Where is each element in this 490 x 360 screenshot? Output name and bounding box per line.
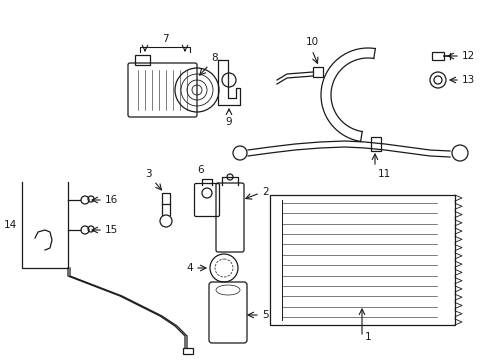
Text: 9: 9 [226, 117, 232, 127]
Text: 13: 13 [462, 75, 475, 85]
Text: 11: 11 [378, 169, 391, 179]
Text: 2: 2 [262, 187, 269, 197]
Bar [432, 52, 444, 60]
Text: 1: 1 [365, 332, 371, 342]
Text: 10: 10 [305, 37, 318, 47]
Text: 7: 7 [162, 34, 168, 44]
Text: 15: 15 [105, 225, 118, 235]
Text: 12: 12 [462, 51, 475, 61]
Text: 8: 8 [211, 53, 218, 63]
Text: 4: 4 [186, 263, 193, 273]
Bar [135, 55, 150, 65]
Bar [371, 137, 381, 151]
Bar [270, 195, 455, 325]
Text: 5: 5 [262, 310, 269, 320]
Text: 6: 6 [197, 165, 204, 175]
Text: 14: 14 [4, 220, 17, 230]
Text: 16: 16 [105, 195, 118, 205]
Bar [313, 67, 323, 77]
Text: 3: 3 [146, 169, 152, 179]
Bar [183, 348, 193, 354]
